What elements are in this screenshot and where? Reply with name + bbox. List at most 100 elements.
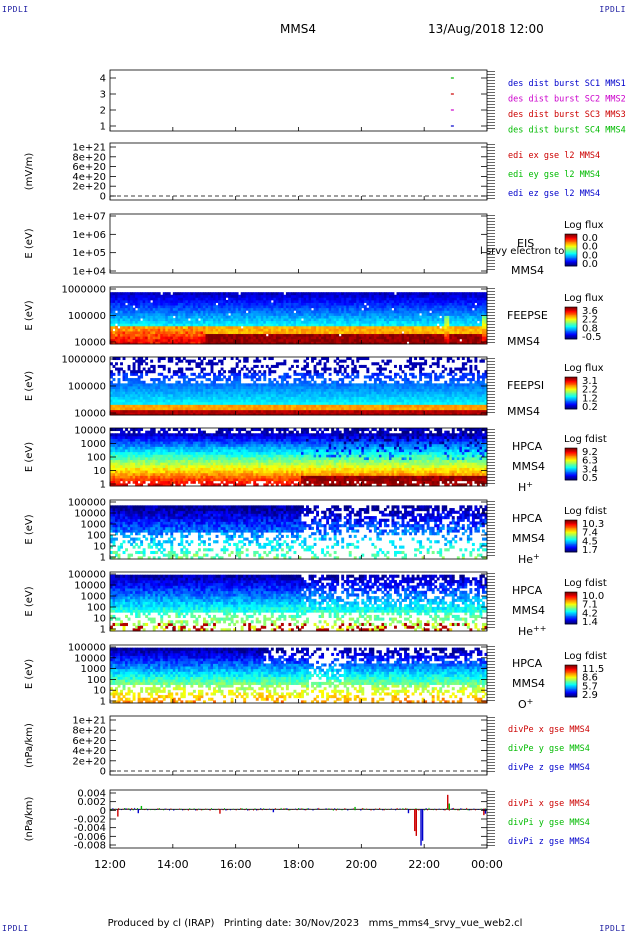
spectrogram-cell — [210, 380, 214, 384]
spectrogram-cell — [346, 338, 350, 342]
spectrogram-cell — [172, 396, 176, 400]
spectrogram-cell — [336, 320, 340, 324]
spectrogram-cell — [250, 388, 254, 392]
spectrogram-cell — [255, 404, 259, 408]
spectrogram-cell — [243, 391, 247, 395]
spectrogram-cell — [117, 323, 121, 327]
spectrogram-cell — [409, 302, 412, 306]
spectrogram-cell — [243, 364, 247, 368]
spectrogram-cell — [200, 399, 204, 403]
spectrogram-cell — [197, 388, 201, 392]
spectrogram-cell — [341, 310, 345, 314]
spectrogram-cell — [233, 299, 237, 303]
spectrogram-cell — [137, 367, 141, 371]
spectrogram-cell — [208, 336, 211, 340]
spectrogram-cell — [235, 383, 239, 387]
spectrogram-cell — [215, 331, 219, 335]
spectrogram-cell — [223, 331, 227, 335]
spectrogram-cell — [421, 305, 425, 309]
spectrogram-cell — [323, 404, 327, 408]
spectrogram-cell — [316, 292, 319, 296]
spectrogram-cell — [192, 292, 196, 296]
spectrogram-cell — [112, 383, 116, 387]
spectrogram-cell — [170, 341, 174, 345]
spectrogram-cell — [177, 312, 181, 316]
spectrogram-cell — [190, 299, 194, 303]
spectrogram-cell — [250, 299, 254, 303]
spectrogram-cell — [220, 331, 224, 335]
spectrogram-cell — [476, 336, 480, 340]
spectrogram-cell — [177, 331, 181, 335]
spectrogram-cell — [371, 310, 375, 314]
spectrogram-cell — [474, 318, 478, 322]
spectrogram-cell — [275, 396, 279, 400]
spectrogram-cell — [210, 370, 214, 374]
spectrogram-cell — [464, 307, 468, 311]
spectrogram-cell — [303, 364, 307, 368]
spectrogram-cell — [192, 393, 196, 397]
spectrogram-cell — [363, 364, 367, 368]
spectrogram-cell — [381, 407, 385, 411]
spectrogram-cell — [466, 328, 470, 332]
spectrogram-cell — [318, 362, 322, 366]
spectrogram-cell — [185, 325, 189, 329]
spectrogram-cell — [356, 375, 360, 379]
spectrogram-cell — [381, 312, 385, 316]
spectrogram-cell — [285, 407, 289, 411]
spectrogram-cell — [368, 305, 372, 309]
spectrogram-cell — [368, 393, 372, 397]
spectrogram-cell — [431, 323, 435, 327]
spectrogram-cell — [283, 401, 287, 405]
legend-entry: des dist burst SC4 MMS4 — [508, 126, 626, 136]
spectrogram-cell — [280, 305, 284, 309]
spectrogram-cell — [308, 310, 312, 314]
colorbar-segment — [565, 316, 577, 319]
spectrogram-cell — [110, 372, 113, 376]
spectrogram-cell — [388, 325, 392, 329]
spectrogram-cell — [426, 305, 430, 309]
spectrogram-cell — [120, 310, 123, 314]
spectrogram-cell — [301, 396, 304, 400]
spectrogram-cell — [303, 386, 307, 390]
spectrogram-cell — [117, 388, 121, 392]
spectrogram-cell — [386, 307, 390, 311]
spectrogram-cell — [202, 383, 206, 387]
spectrogram-cell — [225, 388, 229, 392]
spectrogram-cell — [130, 412, 134, 416]
spectrogram-cell — [421, 312, 425, 316]
spectrogram-cell — [288, 323, 292, 327]
spectrogram-cell — [416, 307, 420, 311]
spectrogram-cell — [115, 328, 118, 332]
spectrogram-cell — [268, 318, 272, 322]
spectrogram-cell — [373, 325, 377, 329]
spectrogram-cell — [238, 383, 242, 387]
spectrogram-cell — [110, 328, 113, 332]
spectrogram-cell — [197, 338, 201, 342]
spectrogram-cell — [401, 294, 405, 298]
spectrogram-cell — [117, 336, 121, 340]
spectrogram-cell — [228, 370, 232, 374]
spectrogram-cell — [303, 297, 307, 301]
spectrogram-cell — [225, 320, 229, 324]
spectrogram-cell — [303, 367, 307, 371]
spectrogram-cell — [283, 312, 287, 316]
spectrogram-cell — [190, 323, 194, 327]
spectrogram-cell — [180, 338, 184, 342]
spectrogram-cell — [278, 399, 282, 403]
spectrogram-cell — [436, 328, 440, 332]
spectrogram-cell — [140, 409, 144, 413]
spectrogram-cell — [311, 312, 314, 316]
spectrogram-cell — [127, 305, 131, 309]
spectrogram-cell — [456, 338, 460, 342]
spectrogram-cell — [210, 407, 214, 411]
spectrogram-cell — [192, 294, 196, 298]
spectrogram-cell — [152, 312, 156, 316]
spectrogram-cell — [388, 331, 392, 335]
spectrogram-cell — [215, 399, 219, 403]
spectrogram-cell — [132, 380, 136, 384]
spectrogram-cell — [278, 299, 282, 303]
spectrogram-cell — [481, 341, 485, 345]
spectrogram-cell — [202, 409, 206, 413]
spectrogram-cell — [396, 323, 400, 327]
spectrogram-cell — [200, 302, 204, 306]
